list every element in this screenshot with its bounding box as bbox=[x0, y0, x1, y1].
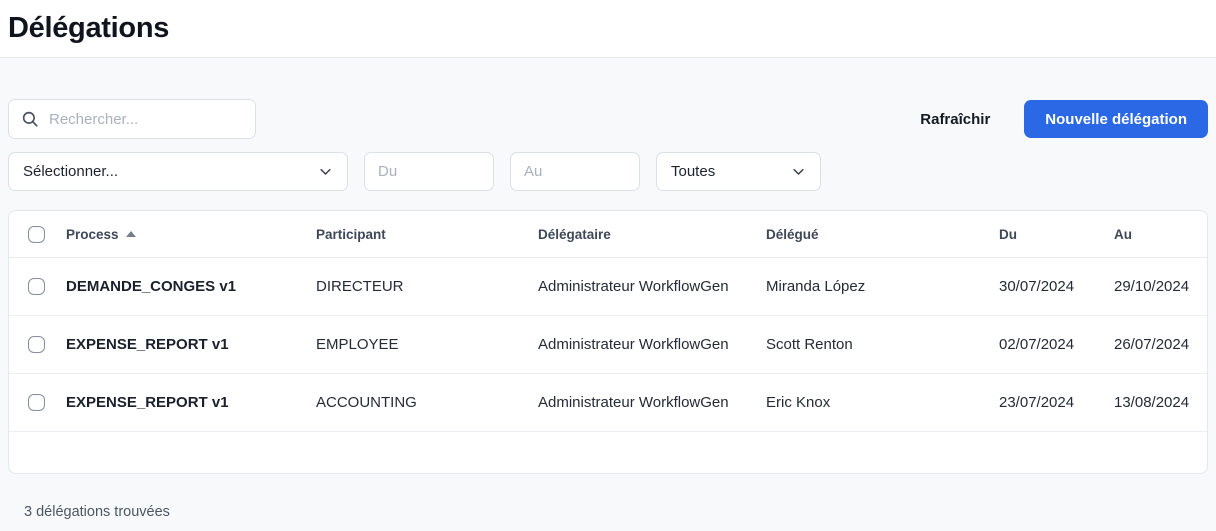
row-checkbox[interactable] bbox=[28, 394, 45, 411]
column-header-delegataire[interactable]: Délégataire bbox=[538, 226, 611, 242]
search-icon bbox=[22, 111, 38, 127]
delegations-table: Process Participant Délégataire Délégué … bbox=[8, 210, 1208, 474]
filter-bar: Sélectionner... Toutes bbox=[8, 152, 1208, 191]
result-count: 3 délégations trouvées bbox=[24, 504, 170, 520]
cell-delegataire: Administrateur WorkflowGen bbox=[538, 278, 729, 295]
column-header-process[interactable]: Process bbox=[66, 227, 316, 242]
sort-ascending-icon bbox=[125, 231, 136, 237]
page-title: Délégations bbox=[8, 12, 170, 44]
chevron-down-icon bbox=[793, 168, 804, 175]
toolbar-actions: Rafraîchir Nouvelle délégation bbox=[920, 100, 1208, 138]
cell-au: 29/10/2024 bbox=[1114, 278, 1190, 295]
cell-du: 30/07/2024 bbox=[999, 278, 1075, 295]
column-header-au[interactable]: Au bbox=[1114, 226, 1132, 242]
table-header-row: Process Participant Délégataire Délégué … bbox=[9, 211, 1207, 258]
cell-au: 13/08/2024 bbox=[1114, 394, 1190, 411]
status-filter-value: Toutes bbox=[671, 163, 716, 180]
date-to-input[interactable] bbox=[510, 152, 640, 191]
table-bottom-spacer bbox=[9, 432, 1207, 473]
date-from-input[interactable] bbox=[364, 152, 494, 191]
cell-process: EXPENSE_REPORT v1 bbox=[66, 394, 229, 411]
column-header-participant[interactable]: Participant bbox=[316, 226, 386, 242]
chevron-down-icon bbox=[320, 168, 331, 175]
row-checkbox[interactable] bbox=[28, 278, 45, 295]
header-checkbox-cell bbox=[9, 225, 66, 243]
process-filter-select[interactable]: Sélectionner... bbox=[8, 152, 348, 191]
table-row[interactable]: EXPENSE_REPORT v1 ACCOUNTING Administrat… bbox=[9, 374, 1207, 432]
search-input[interactable] bbox=[49, 110, 243, 128]
cell-participant: ACCOUNTING bbox=[316, 394, 417, 411]
cell-participant: DIRECTEUR bbox=[316, 278, 404, 295]
refresh-button[interactable]: Rafraîchir bbox=[920, 110, 991, 128]
cell-participant: EMPLOYEE bbox=[316, 336, 399, 353]
column-header-du[interactable]: Du bbox=[999, 226, 1017, 242]
search-box[interactable] bbox=[8, 99, 256, 139]
cell-au: 26/07/2024 bbox=[1114, 336, 1190, 353]
cell-du: 23/07/2024 bbox=[999, 394, 1075, 411]
cell-delegue: Miranda López bbox=[766, 278, 866, 295]
cell-delegataire: Administrateur WorkflowGen bbox=[538, 336, 729, 353]
cell-process: DEMANDE_CONGES v1 bbox=[66, 278, 237, 295]
cell-du: 02/07/2024 bbox=[999, 336, 1075, 353]
row-checkbox[interactable] bbox=[28, 336, 45, 353]
column-header-delegue[interactable]: Délégué bbox=[766, 226, 819, 242]
cell-process: EXPENSE_REPORT v1 bbox=[66, 336, 229, 353]
new-delegation-button[interactable]: Nouvelle délégation bbox=[1024, 100, 1208, 138]
cell-delegataire: Administrateur WorkflowGen bbox=[538, 394, 729, 411]
table-row[interactable]: EXPENSE_REPORT v1 EMPLOYEE Administrateu… bbox=[9, 316, 1207, 374]
select-all-checkbox[interactable] bbox=[28, 225, 45, 243]
table-row[interactable]: DEMANDE_CONGES v1 DIRECTEUR Administrate… bbox=[9, 258, 1207, 316]
content-area: Rafraîchir Nouvelle délégation Sélection… bbox=[0, 58, 1216, 531]
cell-delegue: Eric Knox bbox=[766, 394, 831, 411]
page-header: Délégations bbox=[0, 0, 1216, 58]
status-filter-select[interactable]: Toutes bbox=[656, 152, 821, 191]
process-filter-value: Sélectionner... bbox=[23, 163, 119, 180]
toolbar: Rafraîchir Nouvelle délégation bbox=[8, 58, 1208, 139]
cell-delegue: Scott Renton bbox=[766, 336, 853, 353]
